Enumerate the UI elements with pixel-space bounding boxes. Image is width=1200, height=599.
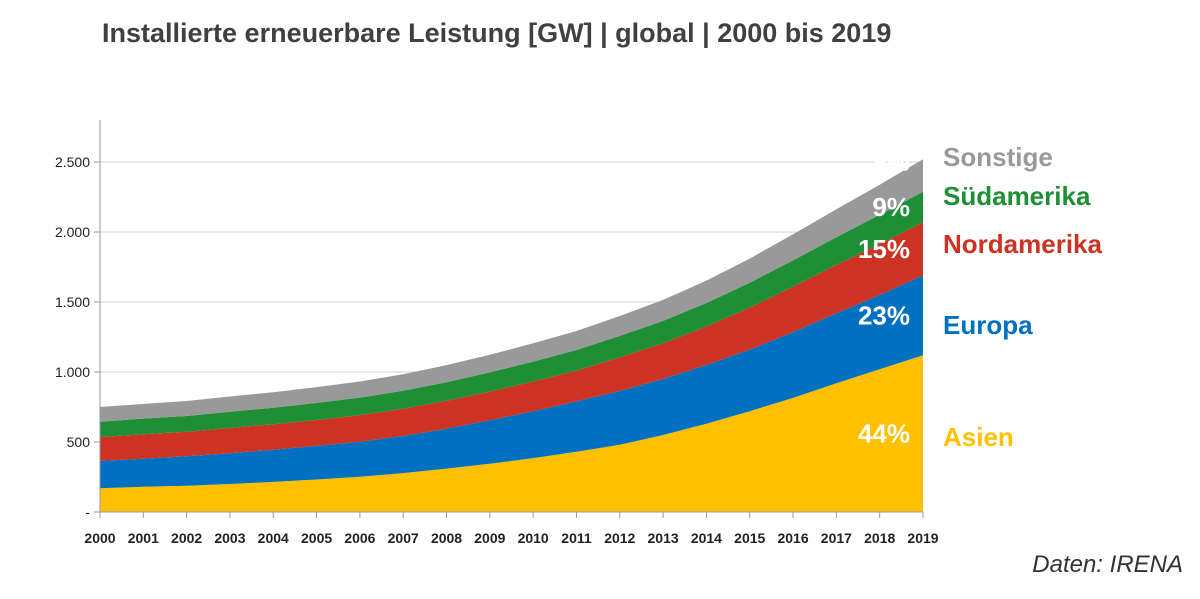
legend-nordamerika: Nordamerika	[943, 229, 1102, 259]
share-label-nordamerika: 15%	[858, 234, 910, 264]
x-axis-ticks: 2000 2001 2002 2003 2004 2005 2006 2007 2008 2009…	[84, 512, 939, 546]
legend-asien: Asien	[943, 422, 1014, 452]
y-tick-label: 500	[67, 434, 91, 450]
x-tick-label-2011: 2011	[561, 530, 592, 546]
x-tick-label-2019: 2019	[907, 530, 938, 546]
x-tick-label-2007: 2007	[388, 530, 419, 546]
share-labels: 44% 23% 15% 9% 9%	[858, 146, 910, 448]
x-tick-label-2001: 2001	[128, 530, 159, 546]
x-tick-label-2013: 2013	[648, 530, 679, 546]
y-tick-label: 1.500	[55, 294, 90, 310]
x-tick-label-2002: 2002	[171, 530, 202, 546]
x-tick-label-2009: 2009	[474, 530, 505, 546]
x-tick-label-2005: 2005	[301, 530, 332, 546]
area-series	[100, 159, 923, 512]
legend-südamerika: Südamerika	[943, 181, 1091, 211]
x-tick-label-2016: 2016	[777, 530, 808, 546]
share-label-sonstige: 9%	[872, 146, 910, 176]
y-tick-label: 1.000	[55, 364, 90, 380]
area-asien	[100, 355, 923, 512]
x-tick-label-2014: 2014	[691, 530, 722, 546]
x-tick-label-2017: 2017	[821, 530, 852, 546]
share-label-südamerika: 9%	[872, 192, 910, 222]
source-note: Daten: IRENA	[1032, 551, 1183, 578]
x-tick-label-2003: 2003	[214, 530, 245, 546]
area-nordamerika	[100, 222, 923, 461]
x-tick-label-2000: 2000	[84, 530, 115, 546]
x-tick-label-2004: 2004	[258, 530, 289, 546]
chart-title: Installierte erneuerbare Leistung [GW] |…	[102, 18, 891, 48]
x-tick-label-2006: 2006	[344, 530, 375, 546]
share-label-asien: 44%	[858, 419, 910, 449]
x-tick-label-2010: 2010	[518, 530, 549, 546]
x-tick-label-2008: 2008	[431, 530, 462, 546]
y-tick-label: -	[85, 504, 90, 520]
x-tick-label-2012: 2012	[604, 530, 635, 546]
legend-sonstige: Sonstige	[943, 142, 1053, 172]
legend-europa: Europa	[943, 310, 1033, 340]
area-europa	[100, 275, 923, 489]
y-tick-label: 2.500	[55, 154, 90, 170]
share-label-europa: 23%	[858, 300, 910, 330]
x-tick-label-2015: 2015	[734, 530, 765, 546]
x-tick-label-2018: 2018	[864, 530, 895, 546]
y-tick-label: 2.000	[55, 224, 90, 240]
legend: Asien Europa Nordamerika Südamerika Sonstige	[943, 142, 1102, 452]
y-axis-ticks: - 500 1.000 1.500 2.000 2.500	[55, 154, 100, 520]
axes	[99, 120, 923, 513]
